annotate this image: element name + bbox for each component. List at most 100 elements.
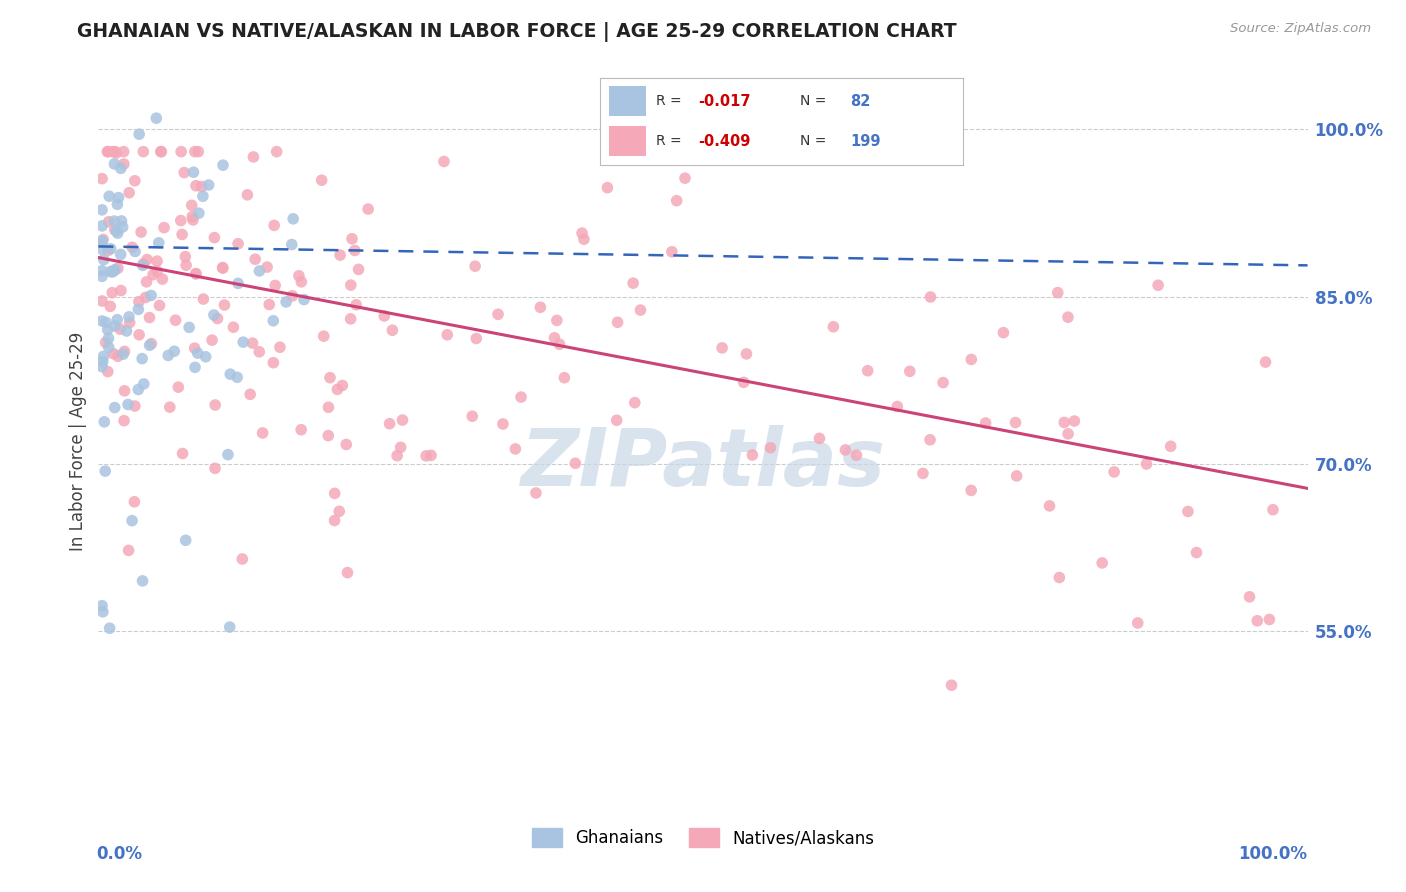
Point <box>107 349 129 363</box>
Point <box>378 417 401 431</box>
Point <box>153 220 176 235</box>
Point <box>247 344 270 359</box>
Point <box>103 263 125 277</box>
Point <box>103 157 125 171</box>
Point <box>834 442 856 457</box>
Point <box>197 178 219 192</box>
Point <box>290 275 312 289</box>
Point <box>1047 570 1070 584</box>
Point <box>124 244 146 259</box>
Point <box>104 319 127 334</box>
Point <box>202 308 225 322</box>
Point <box>112 157 135 171</box>
Point <box>1185 545 1208 559</box>
Point <box>262 314 284 328</box>
Point <box>91 232 114 246</box>
Point <box>381 323 404 337</box>
Point <box>103 214 125 228</box>
Point <box>960 483 983 498</box>
Point <box>91 235 114 249</box>
Point <box>105 146 128 161</box>
Point <box>96 145 118 159</box>
Point <box>266 145 288 159</box>
Point <box>204 398 226 412</box>
Point <box>111 219 134 234</box>
Point <box>129 225 152 239</box>
Point <box>136 252 159 267</box>
Point <box>1102 465 1125 479</box>
Point <box>131 259 153 273</box>
Point <box>91 354 114 368</box>
Point <box>104 223 127 237</box>
Point <box>107 261 129 276</box>
Point <box>524 486 547 500</box>
Point <box>606 315 628 329</box>
Point <box>283 211 305 226</box>
Point <box>335 437 357 451</box>
Point <box>347 262 370 277</box>
Point <box>1091 556 1114 570</box>
Point <box>218 620 240 634</box>
Point <box>98 299 121 313</box>
Point <box>91 234 114 248</box>
Point <box>187 346 209 360</box>
Point <box>312 329 335 343</box>
Point <box>124 174 146 188</box>
Point <box>172 446 194 460</box>
Point <box>124 399 146 413</box>
Point <box>219 367 242 381</box>
Point <box>204 461 226 475</box>
Point <box>311 173 333 187</box>
Point <box>101 285 124 300</box>
Point <box>340 278 363 293</box>
Point <box>93 252 115 267</box>
Point <box>243 252 266 267</box>
Point <box>149 145 172 159</box>
Point <box>127 383 149 397</box>
Point <box>553 370 575 384</box>
Point <box>118 186 141 200</box>
Text: GHANAIAN VS NATIVE/ALASKAN IN LABOR FORCE | AGE 25-29 CORRELATION CHART: GHANAIAN VS NATIVE/ALASKAN IN LABOR FORC… <box>77 22 957 42</box>
Point <box>548 337 571 351</box>
Point <box>115 324 138 338</box>
Point <box>391 413 413 427</box>
Point <box>941 678 963 692</box>
Point <box>190 179 212 194</box>
Point <box>329 248 352 262</box>
Point <box>886 400 908 414</box>
Point <box>339 311 361 326</box>
Point <box>114 384 136 398</box>
Point <box>97 323 120 337</box>
Point <box>142 268 165 282</box>
Point <box>97 145 120 159</box>
Point <box>1126 615 1149 630</box>
Point <box>269 340 291 354</box>
Point <box>759 441 782 455</box>
Point <box>180 198 202 212</box>
Point <box>187 145 209 159</box>
Point <box>121 514 143 528</box>
Point <box>150 145 173 159</box>
Point <box>259 297 281 311</box>
Point <box>173 165 195 179</box>
Point <box>94 335 117 350</box>
Point <box>621 276 644 290</box>
Point <box>262 356 284 370</box>
Point <box>179 320 201 334</box>
Point <box>184 145 207 159</box>
Point <box>236 187 259 202</box>
Point <box>212 158 235 172</box>
Point <box>256 260 278 274</box>
Point <box>191 189 214 203</box>
Point <box>415 449 437 463</box>
Point <box>183 165 205 179</box>
Point <box>91 171 114 186</box>
Point <box>145 112 167 126</box>
Point <box>505 442 527 456</box>
Point <box>132 145 155 159</box>
Point <box>163 344 186 359</box>
Point <box>323 514 346 528</box>
Point <box>344 298 367 312</box>
Point <box>226 370 249 384</box>
Point <box>276 295 298 310</box>
